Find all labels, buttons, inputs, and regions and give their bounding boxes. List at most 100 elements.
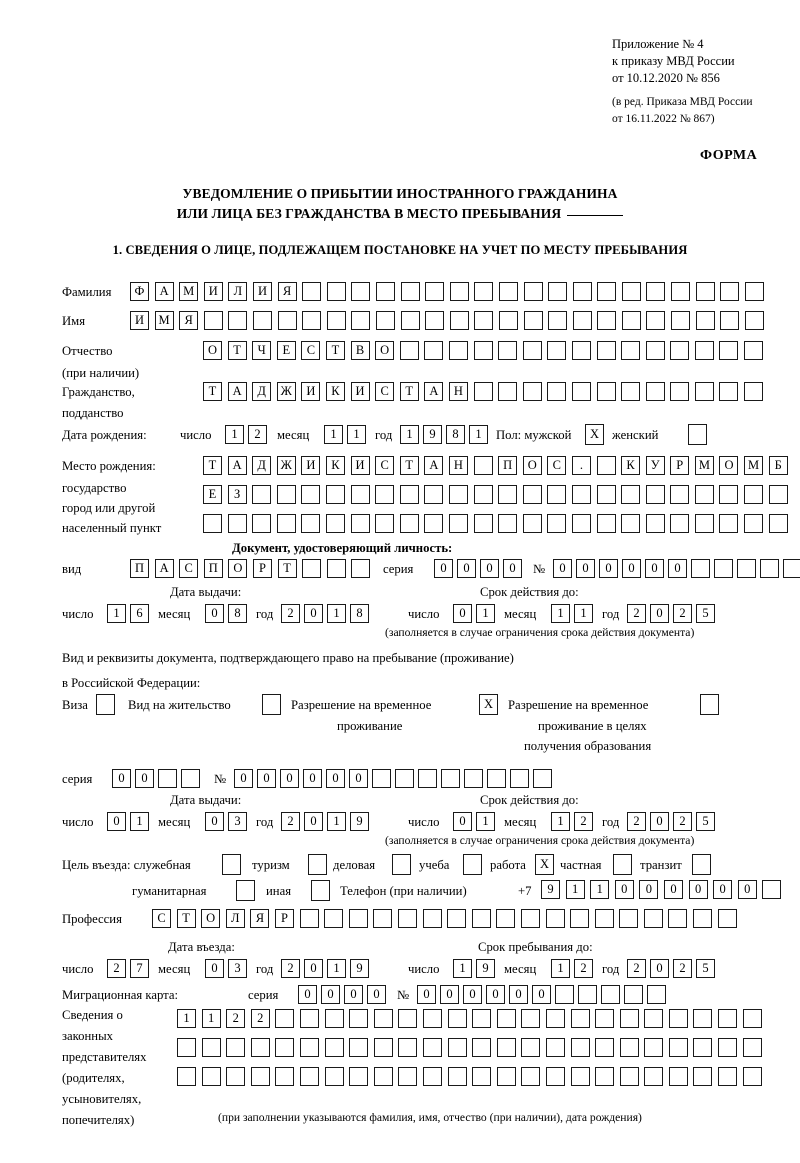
birth-month-cell[interactable]: 1 (324, 425, 343, 444)
entry-year-cell[interactable]: 0 (304, 959, 323, 978)
phone-cell[interactable]: 0 (713, 880, 733, 899)
birth-place-2-cell[interactable] (645, 485, 665, 504)
name-cell[interactable] (375, 311, 395, 330)
birth-year-cell[interactable]: 1 (400, 425, 419, 444)
surname-cell[interactable] (646, 282, 666, 301)
name-cell[interactable]: М (154, 311, 174, 330)
birth-place-2-cell[interactable] (301, 485, 321, 504)
entry-year-cell[interactable]: 9 (350, 959, 369, 978)
patronymic-cell[interactable] (399, 341, 419, 360)
doc-number-cell[interactable]: 0 (668, 559, 687, 578)
patronymic-cell[interactable]: О (375, 341, 395, 360)
purpose-official-checkbox[interactable] (222, 854, 241, 875)
stay-month-cell[interactable]: 2 (574, 959, 593, 978)
birth-place-3-cell[interactable] (399, 514, 419, 533)
doc-valid-year-cell[interactable]: 2 (627, 604, 646, 623)
sex-female-checkbox[interactable] (688, 424, 707, 445)
surname-cell[interactable] (375, 282, 395, 301)
name-cell[interactable] (326, 311, 346, 330)
legal-rep-1-cell[interactable] (373, 1009, 393, 1028)
birth-place-1-cell[interactable]: Ж (276, 456, 296, 475)
name-cell[interactable] (302, 311, 322, 330)
legal-rep-2-cell[interactable] (422, 1038, 442, 1057)
birth-place-1-cell[interactable]: А (424, 456, 444, 475)
legal-rep-3-cell[interactable] (201, 1067, 221, 1086)
birth-place-2-cell[interactable] (621, 485, 641, 504)
birth-place-3-cell[interactable] (744, 514, 764, 533)
perm-number-cell[interactable]: 0 (326, 769, 345, 788)
legal-rep-1-cell[interactable] (619, 1009, 639, 1028)
profession-cell[interactable]: Т (176, 909, 196, 928)
name-cell[interactable] (597, 311, 617, 330)
birth-place-1-cell[interactable]: Д (252, 456, 272, 475)
mig-number-cell[interactable] (647, 985, 666, 1004)
citizenship-cell[interactable]: С (375, 382, 395, 401)
profession-cell[interactable]: О (201, 909, 221, 928)
mig-number-cell[interactable] (624, 985, 643, 1004)
phone-cell[interactable]: 0 (688, 880, 708, 899)
profession-cell[interactable] (520, 909, 540, 928)
legal-rep-3-cell[interactable] (496, 1067, 516, 1086)
mig-series-cell[interactable]: 0 (321, 985, 340, 1004)
surname-cell[interactable]: Л (228, 282, 248, 301)
legal-rep-1-cell[interactable]: 2 (250, 1009, 270, 1028)
entry-day-cell[interactable]: 2 (107, 959, 126, 978)
legal-rep-1-cell[interactable]: 1 (201, 1009, 221, 1028)
name-cell[interactable] (277, 311, 297, 330)
perm-issue-year-cell[interactable]: 1 (327, 812, 346, 831)
birth-place-3-cell[interactable] (596, 514, 616, 533)
name-cell[interactable]: Я (179, 311, 199, 330)
doc-number-cell[interactable] (783, 559, 800, 578)
doc-series-cell[interactable]: 0 (457, 559, 476, 578)
surname-cell[interactable]: М (179, 282, 199, 301)
birth-place-2-cell[interactable] (424, 485, 444, 504)
surname-cell[interactable] (720, 282, 740, 301)
patronymic-cell[interactable]: Т (325, 341, 345, 360)
surname-cell[interactable] (548, 282, 568, 301)
patronymic-cell[interactable]: О (203, 341, 222, 360)
phone-cell[interactable]: 1 (565, 880, 585, 899)
legal-rep-2-cell[interactable] (349, 1038, 369, 1057)
name-cell[interactable] (671, 311, 691, 330)
patronymic-cell[interactable] (522, 341, 542, 360)
surname-cell[interactable] (621, 282, 641, 301)
surname-cell[interactable]: И (252, 282, 272, 301)
birth-place-3-cell[interactable] (375, 514, 395, 533)
doc-valid-month-cell[interactable]: 1 (551, 604, 570, 623)
mig-number-cell[interactable] (555, 985, 574, 1004)
name-cell[interactable] (695, 311, 715, 330)
doc-kind-cell[interactable] (351, 559, 371, 578)
profession-cell[interactable] (643, 909, 663, 928)
legal-rep-3-cell[interactable] (177, 1067, 196, 1086)
legal-rep-2-cell[interactable] (521, 1038, 541, 1057)
legal-rep-3-cell[interactable] (226, 1067, 246, 1086)
legal-rep-2-cell[interactable] (693, 1038, 713, 1057)
name-cell[interactable] (474, 311, 494, 330)
phone-cell[interactable]: 0 (737, 880, 757, 899)
legal-rep-1-cell[interactable] (422, 1009, 442, 1028)
perm-number-cell[interactable] (418, 769, 437, 788)
legal-rep-3-cell[interactable] (398, 1067, 418, 1086)
birth-place-row-3[interactable] (203, 514, 788, 533)
residence-permit-checkbox[interactable] (262, 694, 281, 715)
legal-rep-3-cell[interactable] (349, 1067, 369, 1086)
birth-place-1-cell[interactable]: С (547, 456, 567, 475)
birth-year-cell[interactable]: 1 (469, 425, 488, 444)
name-cell[interactable] (498, 311, 518, 330)
birth-place-3-cell[interactable] (498, 514, 518, 533)
sex-male-checkbox[interactable]: X (585, 424, 604, 445)
name-cell[interactable] (548, 311, 568, 330)
doc-issue-year-cell[interactable]: 8 (350, 604, 369, 623)
patronymic-cell[interactable] (547, 341, 567, 360)
doc-issue-year-cell[interactable]: 0 (304, 604, 323, 623)
birth-place-3-cell[interactable] (670, 514, 690, 533)
legal-rep-2-cell[interactable] (644, 1038, 664, 1057)
legal-rep-2-cell[interactable] (619, 1038, 639, 1057)
